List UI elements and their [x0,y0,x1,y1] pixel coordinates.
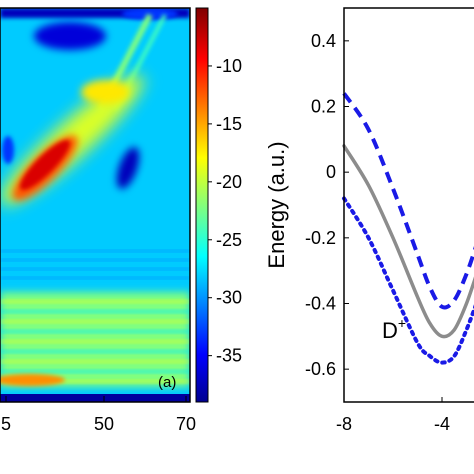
heatmap-band-stripe [0,300,190,303]
heatmap-x-tick-label: 5 [1,414,11,434]
line-series-group [342,92,474,365]
y-axis-label: Energy (a.u.) [264,141,289,268]
state-annotation-sup: + [398,315,406,331]
heatmap-bottom-hot [0,374,65,386]
heatmap-blobs [0,8,190,402]
line-x-tick-label: -8 [336,414,352,434]
heatmap-upper-spot [81,80,129,104]
heatmap-band-stripe [0,340,190,343]
heatmap-band-stripe [0,320,190,323]
colorbar-tick-label: -30 [216,288,242,308]
heatmap-x-tick-label: 50 [94,414,114,434]
line-y-ticks: 0.4 0.2 0 -0.2 -0.4 -0.6 [305,31,349,379]
line-plot-axes [343,7,474,403]
heatmap-right-lobe [116,147,140,189]
heatmap-top-lobe [34,22,106,50]
dotted-series-line [342,196,474,365]
panel-label: (a) [158,374,176,391]
line-y-tick-label: 0.2 [311,97,336,117]
line-y-tick-label: 0.4 [311,31,336,51]
heatmap-left-spot [2,136,14,164]
line-x-tick-label: -4 [434,414,450,434]
line-y-tick-label: -0.6 [305,359,336,379]
colorbar-tick-label: -10 [216,56,242,76]
colorbar-tick-label: -15 [216,114,242,134]
heatmap-band-stripe [0,380,190,383]
line-plot-panel: 0.4 0.2 0 -0.2 -0.4 -0.6 -8 -4 Energy (a.u.) D… [264,7,474,434]
heatmap-frame [0,7,191,403]
solid-series-line [342,144,474,339]
heatmap-top-band [0,8,190,18]
heatmap-streak [0,277,190,279]
colorbar-tick-label: -20 [216,172,242,192]
colorbar-ticks: -10 -15 -20 -25 -30 -35 [208,56,242,366]
line-x-ticks: -8 -4 [336,397,450,434]
state-annotation-base: D [382,318,398,343]
heatmap-x-tick-label: 70 [176,414,196,434]
heatmap-panel [0,8,190,402]
line-y-tick-label: -0.4 [305,294,336,314]
heatmap-x-ticks: 5 50 70 [1,396,196,434]
line-y-tick-label: 0 [326,162,336,182]
colorbar [195,7,209,403]
heatmap-main-ridge [20,140,70,190]
heatmap-band-stripe [0,360,190,363]
line-y-tick-label: -0.2 [305,228,336,248]
heatmap-bottom-edge [0,394,190,402]
dashed-series-line [342,92,474,310]
heatmap-streak [0,268,190,270]
heatmap-band-stripe [0,370,190,373]
heatmap-band-stripe [0,330,190,333]
heatmap-streak [0,259,190,261]
state-annotation: D+ [382,315,406,343]
heatmap-band-stripe [0,350,190,353]
colorbar-tick-label: -25 [216,230,242,250]
heatmap-streak [0,250,190,252]
colorbar-tick-label: -35 [216,346,242,366]
heatmap-band-stripe [0,310,190,313]
